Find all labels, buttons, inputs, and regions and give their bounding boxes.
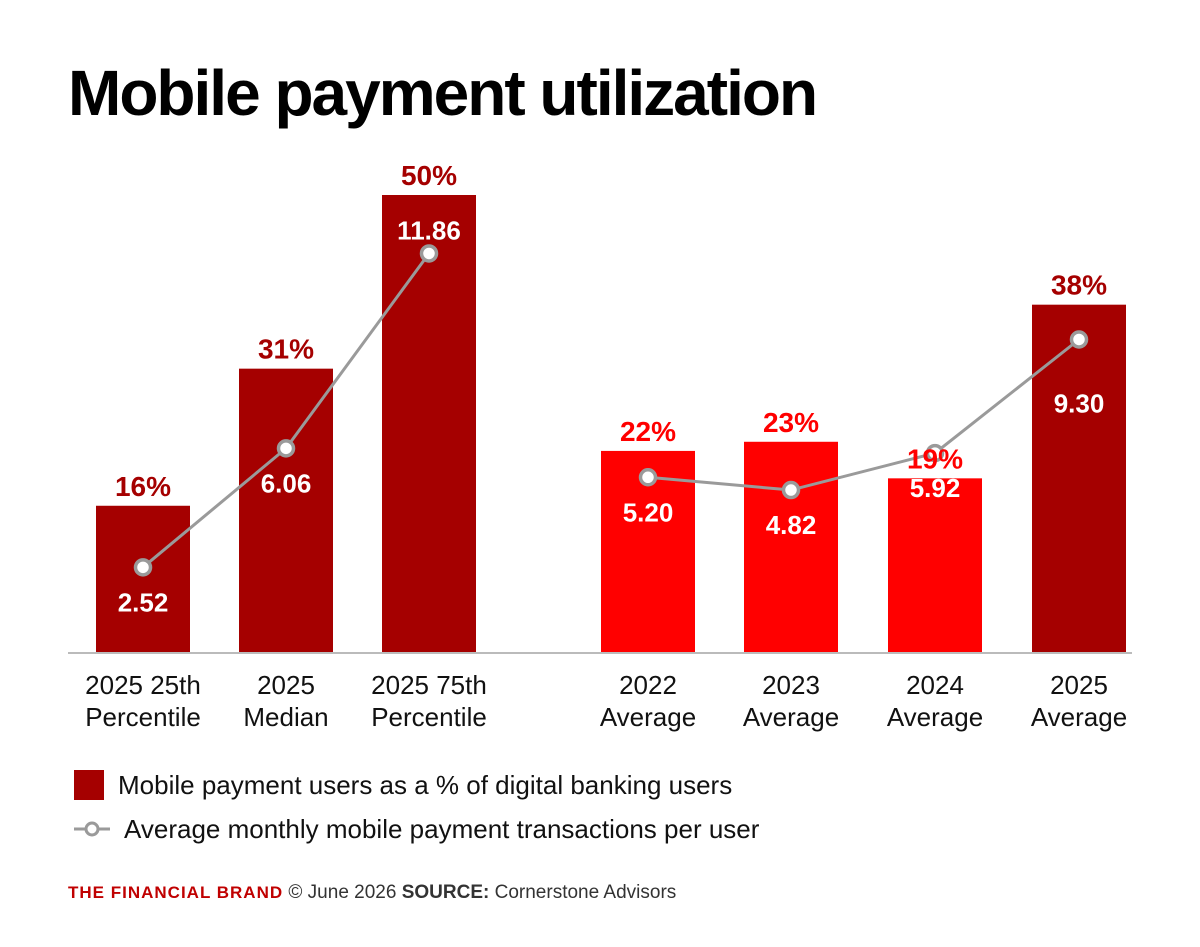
bar-5 bbox=[888, 478, 982, 652]
legend: Mobile payment users as a % of digital b… bbox=[74, 770, 759, 858]
category-label-2-0: 2025 75th bbox=[371, 670, 487, 700]
line-value-label-1: 6.06 bbox=[261, 468, 312, 498]
category-label-1-0: 2025 bbox=[257, 670, 315, 700]
line-point-5 bbox=[925, 443, 945, 463]
legend-line-label: Average monthly mobile payment transacti… bbox=[124, 813, 760, 844]
line-point-3 bbox=[638, 468, 658, 487]
line-segment-1 bbox=[647, 338, 1080, 492]
bar-value-label-0: 16% bbox=[115, 471, 171, 502]
combo-chart: 16%2025 25thPercentile31%2025Median50%20… bbox=[68, 160, 1132, 732]
line-value-label-0: 2.52 bbox=[118, 587, 169, 617]
category-label-5-0: 2024 bbox=[906, 670, 964, 700]
bar-value-label-5: 19% bbox=[907, 443, 963, 474]
bars-layer bbox=[96, 195, 1126, 652]
bar-value-label-4: 23% bbox=[763, 407, 819, 438]
category-label-6-1: Average bbox=[1031, 702, 1127, 732]
line-point-0 bbox=[133, 558, 153, 577]
line-point-6 bbox=[1069, 330, 1089, 349]
bar-2 bbox=[382, 195, 476, 652]
copyright-text: © June 2026 bbox=[288, 882, 397, 903]
category-label-3-0: 2022 bbox=[619, 670, 677, 700]
bar-4 bbox=[744, 441, 838, 652]
category-label-0-0: 2025 25th bbox=[85, 670, 201, 700]
category-label-4-1: Average bbox=[743, 702, 839, 732]
line-series-layer bbox=[133, 244, 1089, 577]
category-label-2-1: Percentile bbox=[371, 702, 487, 732]
brand-name: THE FINANCIAL BRAND bbox=[68, 883, 284, 902]
bar-value-label-6: 38% bbox=[1051, 270, 1107, 301]
line-value-label-4: 4.82 bbox=[766, 510, 817, 540]
bar-value-label-3: 22% bbox=[620, 416, 676, 447]
source-text: Cornerstone Advisors bbox=[494, 882, 677, 903]
category-label-3-1: Average bbox=[600, 702, 696, 732]
line-value-label-6: 9.30 bbox=[1054, 388, 1105, 418]
legend-item-bars: Mobile payment users as a % of digital b… bbox=[74, 770, 759, 800]
legend-line-icon bbox=[74, 821, 110, 837]
line-point-1 bbox=[276, 439, 296, 458]
category-label-6-0: 2025 bbox=[1050, 670, 1108, 700]
bar-value-label-1: 31% bbox=[258, 334, 314, 365]
line-value-label-2: 11.86 bbox=[397, 215, 461, 245]
legend-bar-label: Mobile payment users as a % of digital b… bbox=[118, 769, 733, 800]
legend-item-line: Average monthly mobile payment transacti… bbox=[74, 814, 759, 844]
category-label-4-0: 2023 bbox=[762, 670, 820, 700]
bar-0 bbox=[96, 505, 190, 652]
bar-value-label-2: 50% bbox=[401, 160, 457, 191]
chart-title: Mobile payment utilization bbox=[68, 57, 818, 129]
bar-1 bbox=[239, 368, 333, 652]
line-point-4 bbox=[781, 480, 801, 500]
category-label-0-1: Percentile bbox=[85, 702, 201, 732]
line-value-label-3: 5.20 bbox=[623, 497, 674, 527]
line-value-label-5: 5.92 bbox=[910, 473, 961, 503]
labels-layer: 16%2025 25thPercentile31%2025Median50%20… bbox=[85, 160, 1127, 732]
bar-6 bbox=[1032, 304, 1126, 652]
source-label: SOURCE: bbox=[401, 882, 490, 903]
line-point-2 bbox=[419, 244, 439, 263]
legend-bar-swatch bbox=[74, 770, 104, 800]
category-label-5-1: Average bbox=[887, 702, 983, 732]
footer: THE FINANCIAL BRAND © June 2026 SOURCE: … bbox=[68, 882, 676, 904]
category-label-1-1: Median bbox=[243, 702, 328, 732]
